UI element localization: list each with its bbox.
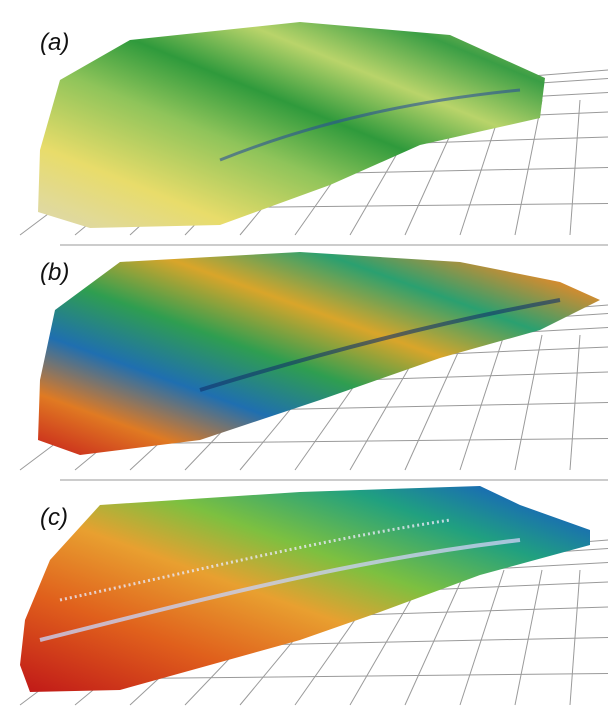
ridge	[199, 298, 561, 392]
grid-line	[459, 334, 505, 471]
panel-label: (a)	[40, 29, 69, 56]
ridge	[219, 88, 521, 162]
ridge	[39, 538, 521, 642]
grid-line	[514, 99, 543, 236]
panel-c: (c)	[20, 486, 590, 692]
panel-label: (b)	[40, 259, 69, 286]
grid-line	[514, 334, 543, 471]
grid-line	[514, 569, 543, 706]
grid-line	[569, 99, 581, 236]
panel-b: (b)	[38, 252, 600, 455]
ridge	[59, 518, 451, 602]
surface-a	[38, 22, 545, 228]
grid-line	[404, 334, 467, 471]
surface-c	[20, 486, 590, 692]
grid-line	[569, 569, 581, 706]
grid-line	[404, 569, 467, 706]
panel-label: (c)	[40, 504, 68, 531]
panel-a: (a)	[38, 22, 545, 228]
grid-line	[459, 569, 505, 706]
grid-line	[569, 334, 581, 471]
